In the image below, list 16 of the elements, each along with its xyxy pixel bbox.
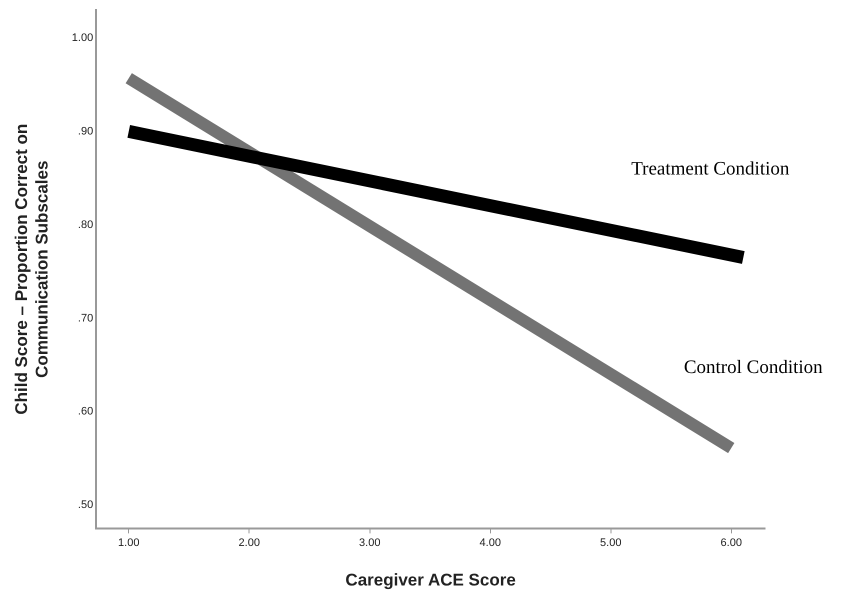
x-tick-label: 3.00 [359, 537, 380, 550]
y-tick-label: .70 [78, 312, 94, 324]
y-tick-label: .90 [78, 125, 94, 138]
y-tick-label: .50 [78, 499, 94, 512]
x-tick-label: 2.00 [238, 537, 260, 550]
y-tick-label: 1.00 [72, 32, 94, 44]
text: Treatment Condition [631, 158, 790, 180]
y-tick-label: .60 [78, 406, 94, 418]
x-tick-label: 5.00 [600, 537, 622, 550]
y-tick-label: .80 [78, 218, 94, 231]
series-label: Control Condition [684, 357, 824, 378]
x-tick-label: 4.00 [480, 537, 501, 550]
x-tick-label: 6.00 [720, 537, 742, 550]
x-axis-title: Caregiver ACE Score [345, 570, 516, 590]
y-axis-title: Child Score – Proportion Correct on Communication Subscales [12, 124, 52, 415]
x-tick-label: 1.00 [118, 537, 140, 550]
